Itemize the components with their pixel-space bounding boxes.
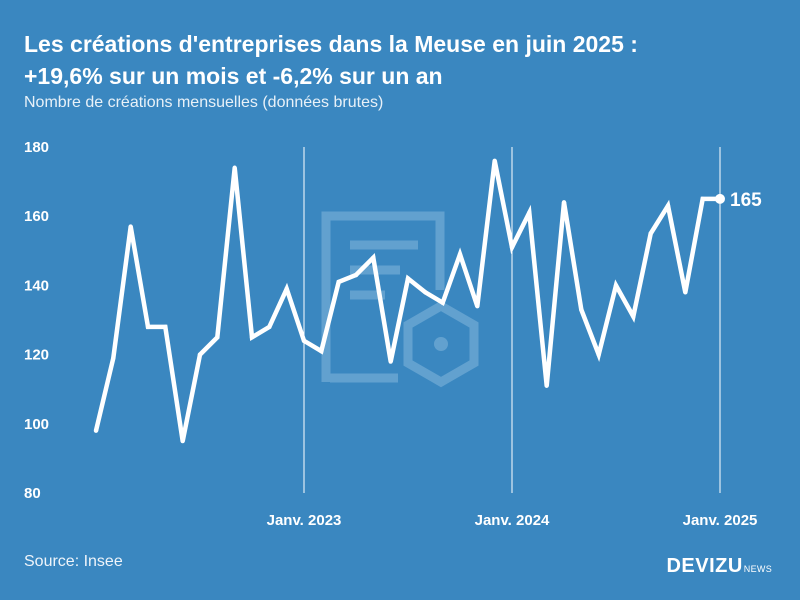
data-point xyxy=(145,324,151,330)
data-point xyxy=(336,279,341,285)
data-point xyxy=(527,210,532,215)
data-point xyxy=(492,158,497,164)
y-axis: 80 100 120 140 160 180 xyxy=(24,139,49,502)
data-point xyxy=(475,303,480,309)
data-point xyxy=(319,348,324,354)
x-tick-label: Janv. 2025 xyxy=(683,512,758,529)
y-tick-label: 180 xyxy=(24,139,49,156)
y-tick-label: 140 xyxy=(24,277,49,294)
source-note: Source: Insee xyxy=(24,553,123,570)
data-point xyxy=(596,352,601,357)
x-axis: Janv. 2023 Janv. 2024 Janv. 2025 xyxy=(267,147,758,529)
data-point xyxy=(301,338,307,343)
data-point xyxy=(93,428,99,433)
data-point xyxy=(388,359,393,364)
data-point xyxy=(613,283,619,288)
data-point xyxy=(631,314,636,319)
devizu-logo: DEVIZUNEWS xyxy=(666,555,772,578)
data-point xyxy=(579,307,584,312)
data-point xyxy=(665,203,671,209)
x-tick-label: Janv. 2024 xyxy=(475,512,550,529)
last-point-marker xyxy=(715,193,725,204)
last-value-label: 165 xyxy=(730,190,762,211)
data-point xyxy=(215,335,220,340)
data-point xyxy=(371,255,376,260)
chart-subtitle: Nombre de créations mensuelles (données … xyxy=(24,94,384,111)
data-point xyxy=(197,352,203,357)
chart-title: Les créations d'entreprises dans la Meus… xyxy=(24,28,784,92)
data-point xyxy=(509,245,515,250)
data-point xyxy=(180,438,185,444)
data-point xyxy=(163,324,168,330)
data-point xyxy=(457,252,463,257)
y-tick-label: 100 xyxy=(24,416,49,433)
data-point xyxy=(267,324,272,330)
series-line xyxy=(93,160,720,442)
x-tick-label: Janv. 2023 xyxy=(267,512,342,529)
y-tick-label: 80 xyxy=(24,485,41,502)
data-point xyxy=(544,383,549,388)
data-point xyxy=(353,272,359,278)
series-group: 165 xyxy=(93,158,762,444)
data-point xyxy=(128,224,133,229)
data-point xyxy=(249,335,255,340)
title-line-1: Les créations d'entreprises dans la Meus… xyxy=(24,31,638,57)
data-point xyxy=(405,276,411,281)
data-point xyxy=(232,165,237,170)
logo-brand: DEVIZU xyxy=(666,555,743,577)
data-point xyxy=(700,196,705,202)
data-point xyxy=(423,290,428,295)
data-point xyxy=(284,286,289,292)
data-point xyxy=(648,231,653,236)
title-line-2: +19,6% sur un mois et -6,2% sur un an xyxy=(24,63,443,89)
watermark-icon xyxy=(321,211,479,388)
data-point xyxy=(683,290,688,295)
logo-sub: NEWS xyxy=(743,564,772,574)
data-point xyxy=(440,300,445,305)
y-tick-label: 160 xyxy=(24,208,49,225)
data-point xyxy=(111,355,116,361)
data-point xyxy=(561,200,567,205)
y-tick-label: 120 xyxy=(24,347,49,364)
